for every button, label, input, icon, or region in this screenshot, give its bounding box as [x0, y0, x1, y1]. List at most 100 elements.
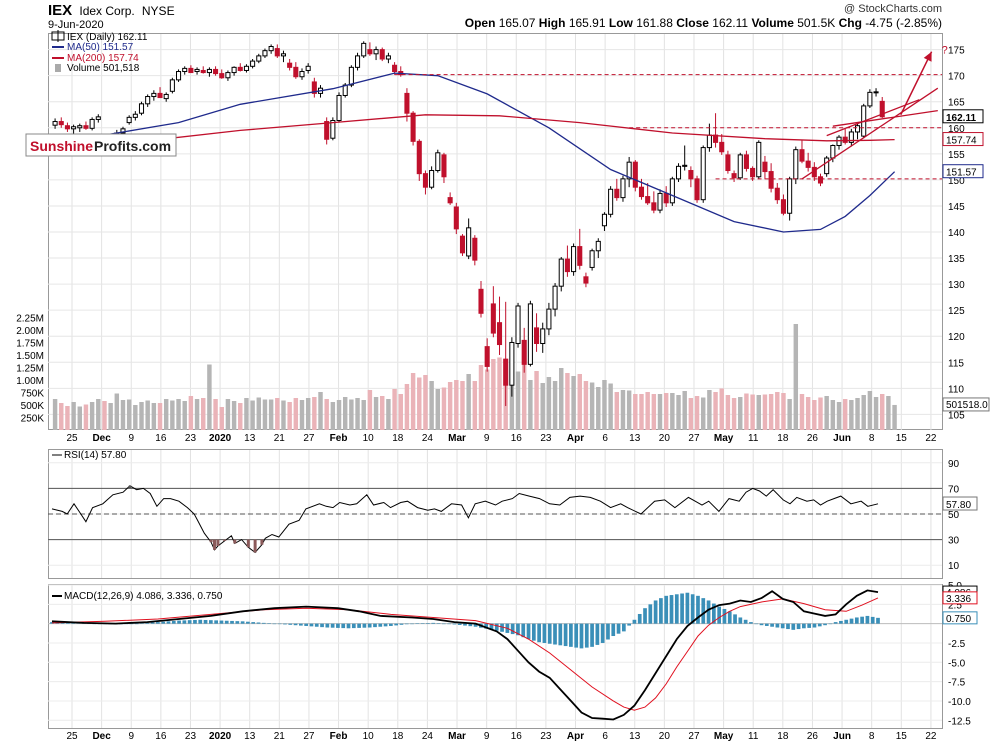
- rsi-tick-label: 70: [948, 484, 960, 495]
- candle-body: [756, 141, 762, 178]
- macd-histogram-bar: [775, 623, 780, 628]
- x-tick-label: Feb: [330, 433, 348, 444]
- candle-body: [503, 358, 509, 386]
- macd-histogram-bar: [410, 623, 414, 625]
- volume-bar: [700, 397, 706, 430]
- volume-bar: [114, 393, 120, 430]
- candle-body: [336, 94, 342, 121]
- x-tick-label: 24: [422, 433, 434, 444]
- volume-bar: [417, 377, 422, 430]
- candle-body: [77, 125, 83, 129]
- candle-body: [787, 178, 793, 214]
- macd-histogram-bar: [648, 604, 653, 624]
- candle-body: [799, 149, 805, 162]
- macd-histogram-bar: [203, 619, 208, 624]
- macd-histogram-bar: [457, 623, 462, 626]
- macd-histogram-bar: [860, 616, 864, 624]
- macd-histogram-bar: [320, 623, 324, 628]
- macd-histogram-bar: [161, 621, 166, 624]
- candle-body: [435, 152, 441, 172]
- macd-histogram-bar: [839, 620, 843, 624]
- volume-tick-label: 1.75M: [16, 339, 44, 350]
- volume-bar: [170, 400, 175, 430]
- candle-body: [496, 322, 503, 346]
- candle-body: [237, 66, 243, 71]
- volume-tick-label: 500K: [21, 401, 45, 412]
- candle-body: [601, 213, 607, 227]
- candle-body: [200, 69, 206, 74]
- candle-body: [145, 96, 151, 105]
- legend-ma50: MA(50) 151.57: [67, 42, 134, 53]
- rsi-last-box: [942, 496, 978, 511]
- candle-body: [225, 72, 231, 79]
- macd-histogram-bar: [547, 623, 552, 644]
- candle-body: [132, 113, 138, 118]
- macd-histogram-bar: [246, 621, 250, 624]
- x-tick-label-bottom: 26: [807, 731, 819, 742]
- volume-bar: [268, 399, 274, 430]
- volume-tick-label: 2.25M: [16, 314, 44, 325]
- volume-bar: [380, 396, 385, 430]
- volume-bar: [824, 396, 829, 430]
- watermark-sunshine: Sunshine: [30, 138, 93, 154]
- macd-histogram-bar: [632, 619, 637, 624]
- x-tick-label: 22: [925, 433, 937, 444]
- macd-histogram-bar: [563, 623, 568, 647]
- volume-bar: [472, 381, 478, 430]
- volume-bar: [633, 394, 638, 430]
- candle-body: [58, 121, 64, 126]
- candle-body: [675, 165, 682, 180]
- macd-histogram-bar: [235, 621, 240, 624]
- price-legend: IEX (Daily) 162.11 MA(50) 151.57 MA(200)…: [51, 30, 148, 74]
- macd-histogram-bar: [738, 617, 743, 624]
- volume-bar: [466, 374, 471, 430]
- rsi-tick-label: 90: [948, 459, 960, 470]
- candle-body: [632, 161, 638, 188]
- x-tick-label: 26: [807, 433, 819, 444]
- volume-bar: [768, 394, 774, 430]
- chg-label: Chg: [838, 16, 862, 30]
- candle-body: [83, 125, 89, 129]
- rsi-tick-label: 50: [948, 510, 960, 521]
- macd-histogram-bar: [526, 623, 531, 640]
- volume-bar: [491, 359, 496, 430]
- candle-body: [95, 116, 101, 120]
- volume-bar: [750, 394, 755, 430]
- macd-histogram-bar: [447, 623, 451, 625]
- volume-bar: [552, 381, 558, 430]
- axis-ticks: 105 110 115 120 125 130 135 140 145 150 155 160 165 1…: [16, 46, 990, 425]
- macd-histogram-bar: [727, 611, 732, 624]
- candle-body: [824, 157, 830, 175]
- macd-histogram-bar: [669, 595, 674, 624]
- volume-bar: [812, 400, 817, 430]
- candle-body: [213, 68, 219, 75]
- macd-histogram-bar: [230, 620, 234, 624]
- x-tick-label-bottom: May: [714, 731, 734, 742]
- volume-bar: [108, 403, 113, 430]
- candle-body: [645, 196, 651, 204]
- macd-histogram-bar: [214, 620, 218, 624]
- volume-bar: [762, 394, 768, 430]
- x-tick-label-bottom: 23: [540, 731, 552, 742]
- macd-histogram-bar: [706, 600, 711, 624]
- macd-histogram-bar: [187, 620, 192, 624]
- volume-bar: [775, 392, 780, 430]
- candle-body: [774, 187, 780, 201]
- volume-tick-label: 1.00M: [16, 376, 44, 387]
- ohlc-readout: Open 165.07 High 165.91 Low 161.88 Close…: [465, 16, 942, 30]
- macd-histogram-bar: [182, 620, 187, 624]
- macd-histogram-bar: [701, 598, 706, 624]
- volume-bar: [213, 399, 218, 430]
- x-tick-label-bottom: 21: [274, 731, 286, 742]
- sunshine-profits-watermark: Sunshine Profits.com: [25, 133, 177, 157]
- volume-bar: [71, 402, 76, 430]
- price-tick-label: 150: [948, 176, 965, 187]
- candle-body: [830, 145, 836, 159]
- macd-histogram-bar: [584, 623, 589, 648]
- macd-last-box: [942, 591, 978, 605]
- macd-histogram-bar: [256, 622, 261, 624]
- macd-histogram-bar: [288, 623, 293, 625]
- macd-histogram-bar: [140, 623, 144, 624]
- candle-body: [348, 66, 354, 86]
- macd-histogram-bar: [346, 623, 351, 629]
